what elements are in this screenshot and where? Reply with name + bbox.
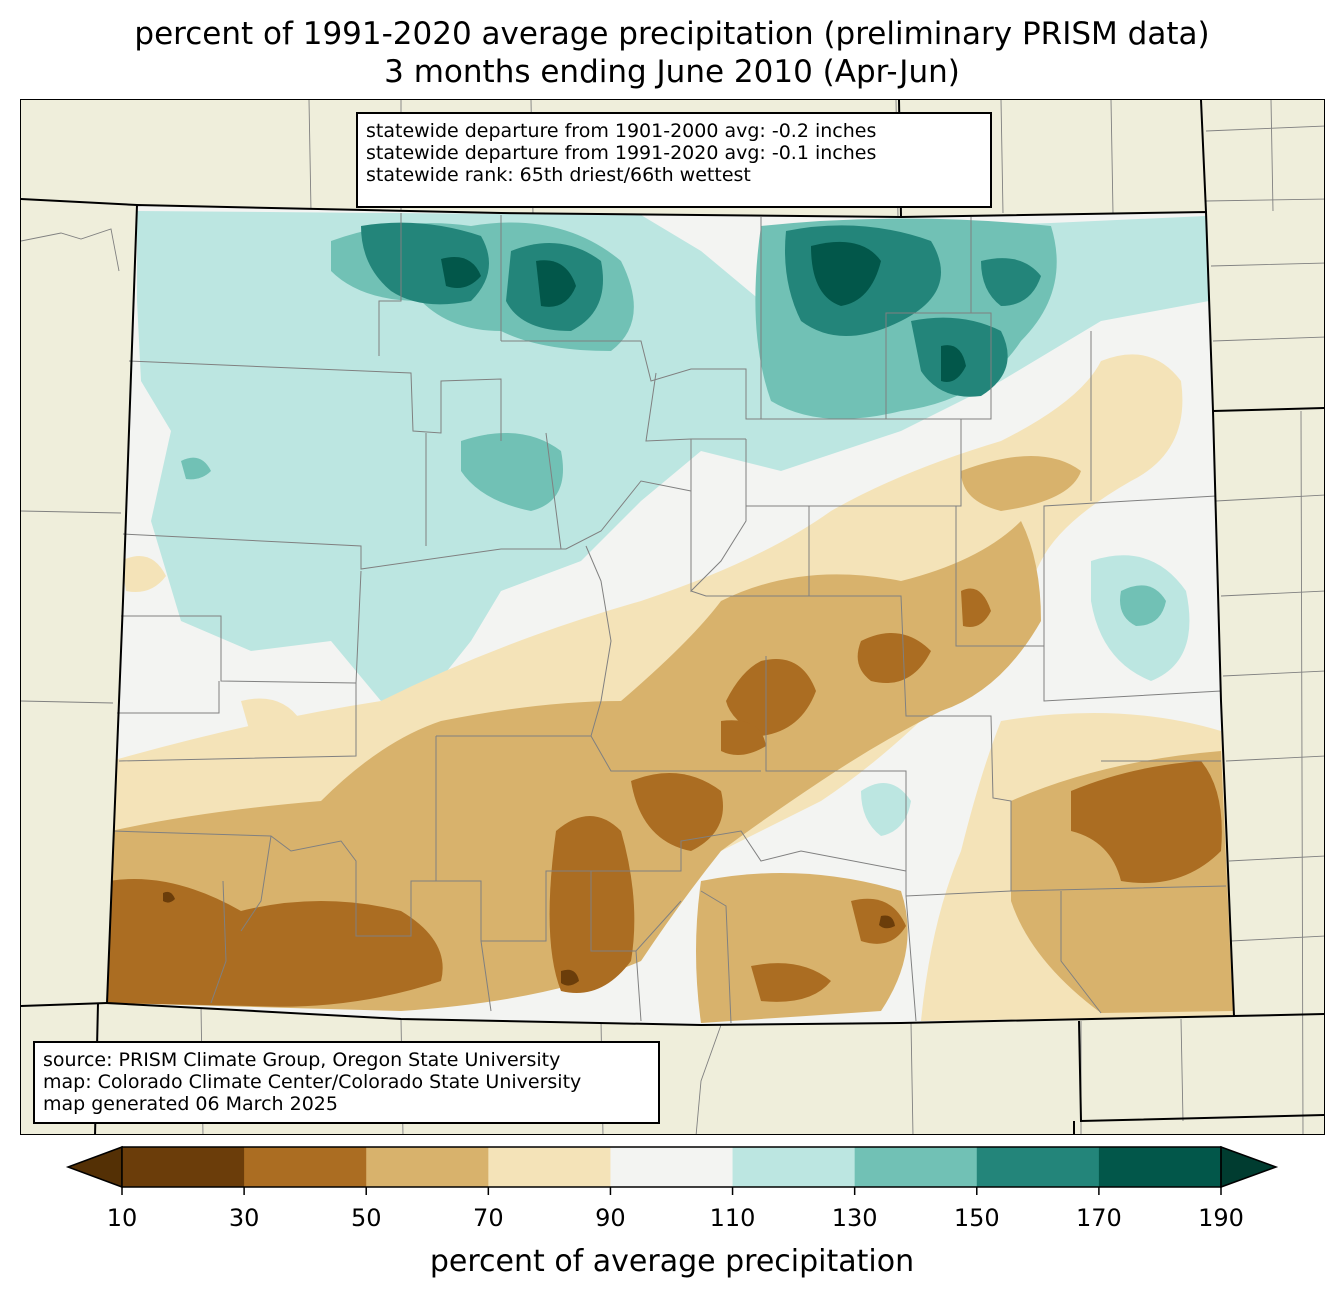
colorbar-segment: [122, 1147, 245, 1187]
colorbar-graphic: [65, 1145, 1279, 1195]
precipitation-map: statewide departure from 1901-2000 avg: …: [20, 99, 1325, 1135]
colorbar: [0, 1140, 1344, 1299]
map-credit-line: map: Colorado Climate Center/Colorado St…: [43, 1071, 582, 1093]
precipitation-field: [107, 205, 1234, 1025]
colorbar-segment: [976, 1147, 1100, 1187]
map-title: percent of 1991-2020 average precipitati…: [134, 16, 1210, 52]
source-line: source: PRISM Climate Group, Oregon Stat…: [43, 1049, 561, 1071]
colorbar-tick-label: 110: [709, 1204, 756, 1232]
departure-1991-2020: statewide departure from 1991-2020 avg: …: [366, 142, 877, 164]
statewide-rank: statewide rank: 65th driest/66th wettest: [366, 164, 751, 186]
colorbar-segment: [610, 1147, 734, 1187]
colorbar-label: percent of average precipitation: [429, 1244, 915, 1279]
colorbar-segment: [732, 1147, 856, 1187]
colorbar-over-arrow: [1220, 1145, 1279, 1189]
source-info-box: source: PRISM Climate Group, Oregon Stat…: [33, 1041, 660, 1124]
colorado-county-lines: [112, 213, 1227, 1024]
colorbar-tick-label: 130: [831, 1204, 878, 1232]
colorbar-tick-label: 50: [350, 1204, 382, 1232]
colorbar-segment: [488, 1147, 611, 1187]
colorbar-tick-label: 190: [1198, 1204, 1244, 1232]
colorbar-tick-label: 170: [1075, 1204, 1122, 1232]
colorbar-tick-label: 10: [106, 1204, 138, 1232]
generated-date-line: map generated 06 March 2025: [43, 1093, 338, 1115]
departure-1901-2000: statewide departure from 1901-2000 avg: …: [366, 120, 877, 142]
colorbar-tick-label: 30: [228, 1204, 260, 1232]
statewide-stats-box: statewide departure from 1901-2000 avg: …: [356, 112, 992, 208]
map-subtitle: 3 months ending June 2010 (Apr-Jun): [384, 54, 960, 90]
colorbar-segment: [244, 1147, 367, 1187]
colorbar-tick-label: 70: [473, 1204, 504, 1232]
colorbar-frame: [121, 1146, 1222, 1188]
colorbar-segment: [1098, 1147, 1222, 1187]
colorbar-under-arrow: [65, 1145, 123, 1189]
colorbar-segment: [366, 1147, 489, 1187]
colorbar-tick-label: 90: [595, 1204, 626, 1232]
map-canvas: [21, 100, 1324, 1134]
state-boundaries: [21, 100, 1324, 1134]
colorbar-segment: [854, 1147, 978, 1187]
colorbar-tick-label: 150: [953, 1204, 1000, 1232]
